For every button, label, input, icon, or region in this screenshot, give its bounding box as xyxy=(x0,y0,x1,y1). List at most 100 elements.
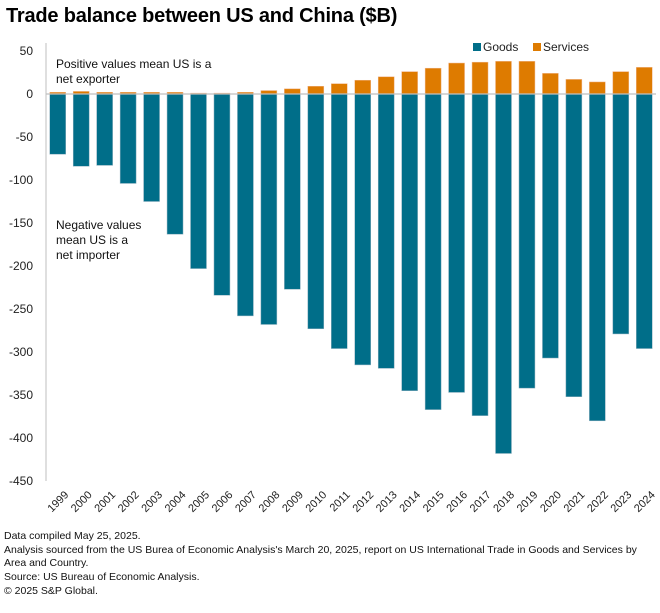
bars xyxy=(46,61,656,454)
annotation-positive: Positive values mean US is a net exporter xyxy=(56,57,212,86)
services-bar xyxy=(612,71,630,95)
x-tick-label: 2011 xyxy=(328,489,353,514)
services-bar xyxy=(542,73,559,95)
legend-label-goods: Goods xyxy=(483,40,518,54)
footnote-compiled: Data compiled May 25, 2025. xyxy=(4,530,141,542)
y-tick-label: -150 xyxy=(9,216,33,230)
goods-bar xyxy=(119,93,137,184)
goods-bar xyxy=(612,93,630,335)
x-tick-label: 2013 xyxy=(374,489,400,515)
goods-bar xyxy=(377,93,395,369)
services-bar xyxy=(565,79,583,95)
legend-label-services: Services xyxy=(543,40,589,54)
goods-bar xyxy=(96,93,113,166)
legend: Goods Services xyxy=(473,40,589,54)
goods-bar xyxy=(284,93,301,290)
services-bar xyxy=(589,81,606,95)
services-bar xyxy=(636,67,653,95)
y-tick-label: 50 xyxy=(20,44,34,58)
goods-bar xyxy=(565,93,583,397)
y-tick-label: -450 xyxy=(9,474,33,488)
annotation-line: Positive values mean US is a xyxy=(56,57,212,71)
goods-bar xyxy=(495,93,512,454)
goods-bar xyxy=(49,93,66,155)
y-tick-label: -100 xyxy=(9,173,33,187)
services-bar xyxy=(495,61,512,95)
x-tick-label: 2023 xyxy=(609,489,635,515)
legend-swatch-services xyxy=(533,43,541,51)
goods-bar xyxy=(213,93,231,296)
annotation-negative: Negative values mean US is a net importer xyxy=(56,218,141,262)
y-tick-label: -250 xyxy=(9,302,33,316)
y-tick-label: -350 xyxy=(9,388,33,402)
goods-bar xyxy=(260,93,278,325)
goods-bar xyxy=(166,93,184,235)
x-tick-label: 2006 xyxy=(210,489,236,515)
annotation-line: net importer xyxy=(56,248,120,262)
trade-balance-chart: 50 0 -50 -100 -150 -200 -250 -300 -350 -400 -450 1… xyxy=(9,40,658,515)
x-tick-label: 2017 xyxy=(468,489,494,515)
y-tick-label: 0 xyxy=(26,87,33,101)
x-tick-label: 2020 xyxy=(538,489,564,515)
services-bar xyxy=(331,83,348,95)
services-bar xyxy=(401,71,418,95)
x-tick-label: 2009 xyxy=(280,489,306,515)
y-tick-label: -300 xyxy=(9,345,33,359)
legend-swatch-goods xyxy=(473,43,481,51)
goods-bar xyxy=(589,93,606,422)
footnote-source: Source: US Bureau of Economic Analysis. xyxy=(4,571,200,583)
footnote-copyright: © 2025 S&P Global. xyxy=(4,585,98,597)
y-tick-label: -400 xyxy=(9,431,33,445)
footnote-analysis: Analysis sourced from the US Burea of Ec… xyxy=(4,544,637,569)
x-axis: 1999200020012002200320042005200620072008… xyxy=(45,489,657,515)
goods-bar xyxy=(401,93,418,391)
y-tick-label: -50 xyxy=(16,130,34,144)
x-tick-label: 2005 xyxy=(186,489,212,515)
x-tick-label: 2002 xyxy=(116,489,142,515)
y-tick-label: -200 xyxy=(9,259,33,273)
annotations: Positive values mean US is a net exporter… xyxy=(56,57,212,262)
goods-bar xyxy=(542,93,559,359)
x-tick-label: 1999 xyxy=(45,489,71,515)
services-bar xyxy=(377,76,395,95)
x-tick-label: 2015 xyxy=(421,489,447,515)
chart-title: Trade balance between US and China ($B) xyxy=(6,5,398,27)
goods-bar xyxy=(331,93,348,349)
y-axis: 50 0 -50 -100 -150 -200 -250 -300 -350 -400 -450 xyxy=(9,43,47,488)
x-tick-label: 2021 xyxy=(562,489,588,515)
footnotes: Data compiled May 25, 2025. Analysis sou… xyxy=(4,530,654,599)
x-tick-label: 2003 xyxy=(139,489,165,515)
goods-bar xyxy=(424,93,442,410)
x-tick-label: 2018 xyxy=(491,489,517,515)
goods-bar xyxy=(190,93,207,269)
goods-bar xyxy=(72,93,90,167)
x-tick-label: 2022 xyxy=(585,489,611,515)
x-tick-label: 2000 xyxy=(69,489,95,515)
x-tick-label: 2019 xyxy=(515,489,541,515)
goods-bar xyxy=(143,93,160,202)
goods-bar xyxy=(636,93,653,349)
x-tick-label: 2016 xyxy=(444,489,470,515)
x-tick-label: 2012 xyxy=(350,489,376,515)
x-tick-label: 2001 xyxy=(92,489,118,515)
services-bar xyxy=(424,67,442,95)
services-bar xyxy=(284,88,301,95)
x-tick-label: 2010 xyxy=(304,489,330,515)
goods-bar xyxy=(354,93,371,366)
x-tick-label: 2014 xyxy=(397,489,423,515)
goods-bar xyxy=(471,93,489,416)
x-tick-label: 2004 xyxy=(163,489,189,515)
x-tick-label: 2024 xyxy=(632,489,658,515)
annotation-line: Negative values xyxy=(56,218,141,232)
goods-bar xyxy=(237,93,254,317)
annotation-line: mean US is a xyxy=(56,233,128,247)
x-tick-label: 2008 xyxy=(257,489,283,515)
services-bar xyxy=(471,61,489,95)
services-bar xyxy=(354,79,371,95)
services-bar xyxy=(307,86,325,95)
goods-bar xyxy=(307,93,325,330)
goods-bar xyxy=(448,93,465,393)
x-tick-label: 2007 xyxy=(233,489,259,515)
goods-bar xyxy=(518,93,536,389)
annotation-line: net exporter xyxy=(56,72,120,86)
